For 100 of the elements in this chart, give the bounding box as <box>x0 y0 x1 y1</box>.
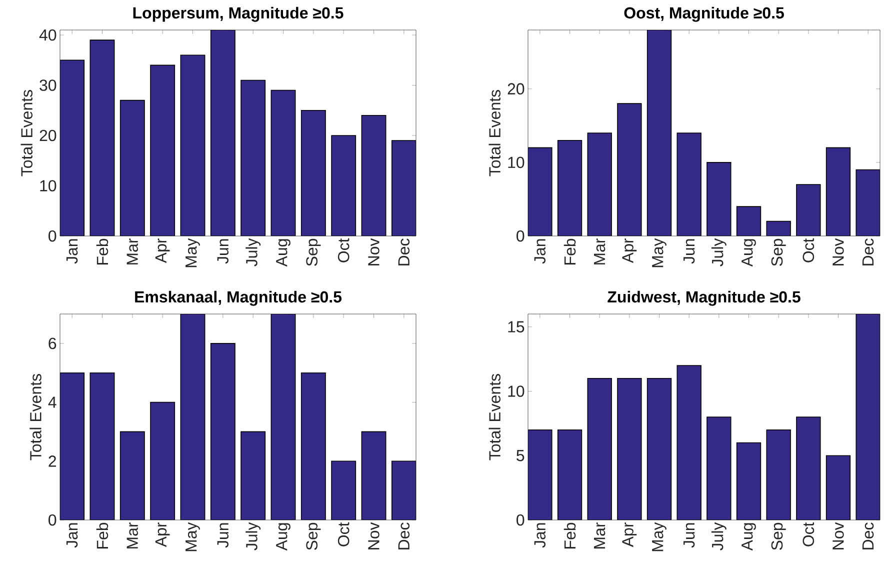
y-tick-label: 0 <box>48 514 56 526</box>
bar <box>856 314 880 520</box>
x-tick-label: Mar <box>126 522 138 548</box>
y-axis-title: Total Events <box>488 374 500 460</box>
y-tick-label: 15 <box>508 321 524 332</box>
x-tick-label: Jan <box>534 523 546 548</box>
x-tick-label: Feb <box>96 238 108 264</box>
y-axis-title: Total Events <box>30 374 42 460</box>
bar <box>706 162 732 236</box>
x-tick-label: Mar <box>594 238 606 264</box>
bar <box>180 54 206 236</box>
bar <box>300 110 326 236</box>
bar <box>617 103 642 236</box>
bar <box>361 431 386 520</box>
y-tick-label: 0 <box>516 514 524 526</box>
y-tick-label: 10 <box>508 156 524 168</box>
bar <box>587 132 612 236</box>
bar <box>331 460 356 520</box>
y-tick-label: 0 <box>48 230 56 242</box>
x-tick-label: May <box>652 238 666 268</box>
y-tick-label: 4 <box>48 396 56 408</box>
x-tick-label: Oct <box>802 522 814 546</box>
x-tick-label: May <box>652 522 666 552</box>
x-tick-label: Nov <box>832 522 844 550</box>
bar <box>796 416 821 520</box>
x-tick-label: Oct <box>338 522 350 546</box>
x-tick-label: Sep <box>306 238 321 266</box>
bar <box>557 140 582 236</box>
x-tick-label: Jun <box>217 239 228 264</box>
x-tick-label: Aug <box>276 239 290 267</box>
bar <box>150 402 176 520</box>
y-tick-label: 20 <box>40 130 56 142</box>
bar <box>210 343 236 520</box>
x-tick-label: Feb <box>564 238 576 264</box>
x-tick-label: Sep <box>771 238 786 266</box>
bar <box>557 429 582 520</box>
y-tick-label: 10 <box>508 386 524 397</box>
bar <box>240 431 266 520</box>
y-tick-label: 20 <box>508 83 524 95</box>
bar <box>120 100 145 236</box>
y-tick-label: 10 <box>40 180 56 192</box>
chart-title: Zuidwest, Magnitude ≥0.5 <box>608 290 800 306</box>
bar <box>90 372 115 520</box>
bar <box>331 135 356 236</box>
x-tick-label: Dec <box>398 522 410 550</box>
x-tick-label: Nov <box>368 238 380 266</box>
x-tick-label: Aug <box>742 239 756 267</box>
x-tick-label: Mar <box>126 238 138 264</box>
x-tick-label: Jan <box>534 239 546 264</box>
x-tick-label: Feb <box>564 522 576 548</box>
bar <box>210 30 236 236</box>
x-tick-label: Jun <box>684 239 695 264</box>
x-tick-label: Oct <box>802 238 814 262</box>
x-tick-label: Nov <box>368 522 380 550</box>
x-tick-label: Dec <box>862 522 874 550</box>
bar <box>528 147 552 236</box>
bar <box>391 460 416 520</box>
y-tick-label: 2 <box>48 456 56 467</box>
bar <box>646 378 672 520</box>
bar <box>391 140 416 236</box>
y-tick-label: 5 <box>516 450 524 462</box>
bar <box>90 40 115 236</box>
bar <box>361 115 386 236</box>
bar <box>736 442 762 520</box>
x-tick-label: Feb <box>96 522 108 548</box>
bar <box>300 372 326 520</box>
x-tick-label: July <box>246 522 261 550</box>
bar <box>706 416 732 520</box>
bar <box>766 429 791 520</box>
x-tick-label: Sep <box>306 522 321 550</box>
x-tick-label: Aug <box>276 523 290 551</box>
y-tick-label: 0 <box>516 230 524 242</box>
x-tick-label: Oct <box>338 238 350 262</box>
bar <box>826 455 851 520</box>
bar <box>736 206 762 236</box>
chart-title: Loppersum, Magnitude ≥0.5 <box>133 6 344 22</box>
bar <box>180 314 206 520</box>
bar <box>796 184 821 236</box>
bar <box>676 365 702 520</box>
x-tick-label: July <box>246 238 261 266</box>
x-tick-label: Mar <box>594 522 606 548</box>
x-tick-label: Jun <box>217 523 228 548</box>
x-tick-label: Apr <box>155 238 170 264</box>
bar <box>270 314 296 520</box>
x-tick-label: May <box>186 522 200 552</box>
x-tick-label: Dec <box>862 238 874 266</box>
x-tick-label: Dec <box>398 238 410 266</box>
bar <box>60 60 85 236</box>
chart-title: Oost, Magnitude ≥0.5 <box>624 6 784 22</box>
x-tick-label: Jan <box>66 523 78 548</box>
x-tick-label: Apr <box>622 522 637 548</box>
x-tick-label: Apr <box>622 238 637 264</box>
x-tick-label: Apr <box>155 522 170 548</box>
x-tick-label: Nov <box>832 238 844 266</box>
x-tick-label: Jun <box>684 523 695 548</box>
bar <box>766 220 791 236</box>
bar <box>587 378 612 520</box>
bar <box>617 378 642 520</box>
bar <box>646 30 672 236</box>
y-tick-label: 6 <box>48 338 56 350</box>
